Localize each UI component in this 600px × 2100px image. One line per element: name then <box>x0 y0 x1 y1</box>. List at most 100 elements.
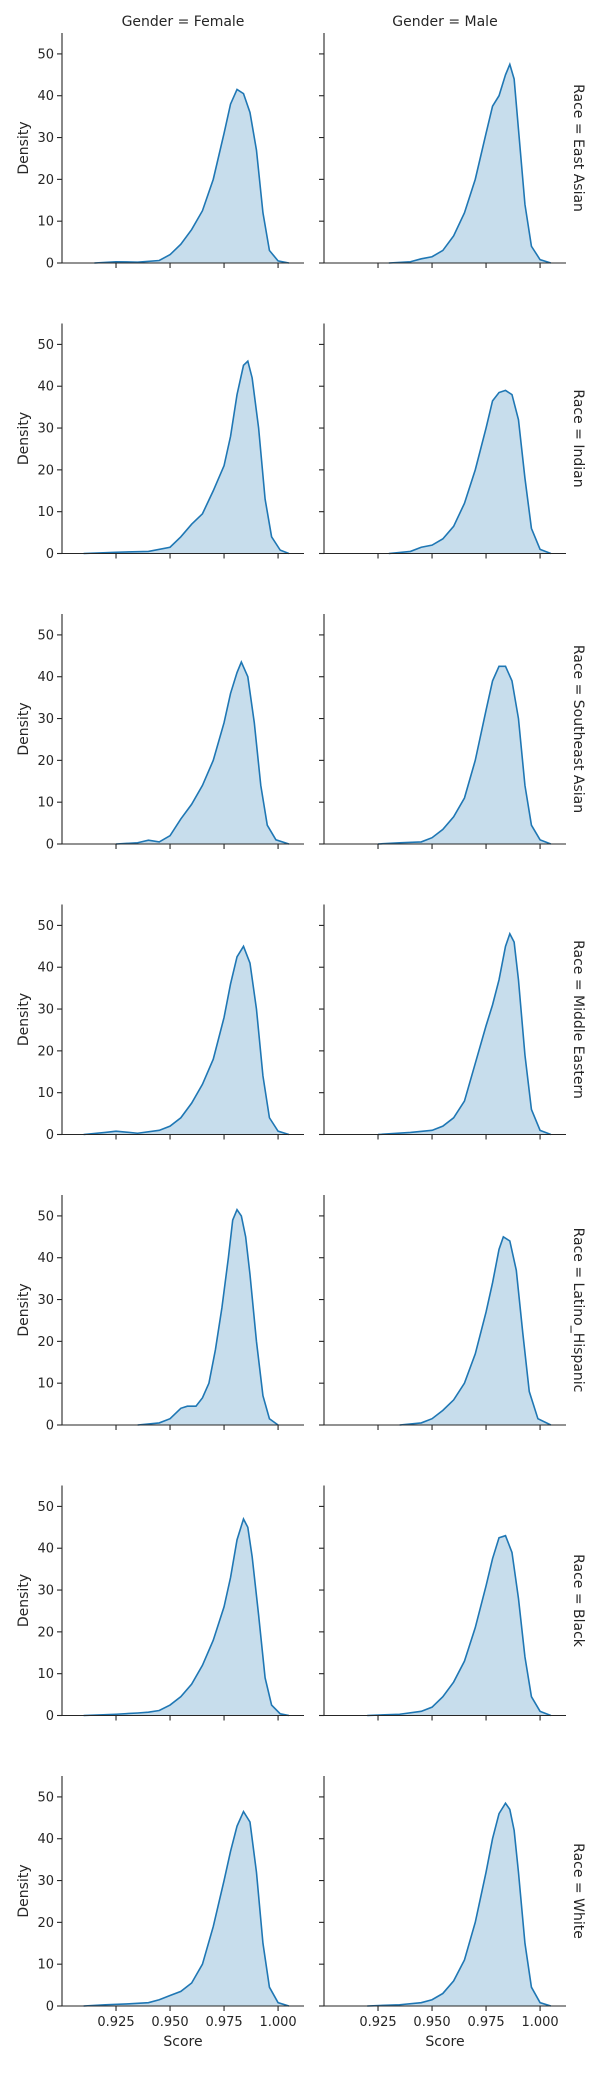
y-tick-label: 0 <box>46 1128 54 1143</box>
y-tick-label: 20 <box>37 1625 54 1640</box>
y-tick-label: 50 <box>37 628 54 643</box>
x-tick-label: 0.975 <box>467 2015 504 2030</box>
x-tick-label: 0.950 <box>413 2015 450 2030</box>
y-tick-label: 0 <box>46 547 54 562</box>
y-tick-label: 30 <box>37 1874 54 1889</box>
y-tick-label: 40 <box>37 1251 54 1266</box>
y-tick-label: 50 <box>37 1790 54 1805</box>
density-line <box>83 1809 290 2007</box>
density-line <box>83 1516 290 1717</box>
y-axis-label: Density <box>16 1574 32 1627</box>
y-tick-label: 10 <box>37 1958 54 1973</box>
x-axis-label: Score <box>425 2034 464 2050</box>
density-line <box>137 1207 279 1426</box>
density-line <box>115 660 290 845</box>
density-line <box>377 931 552 1136</box>
y-axis-label: Density <box>16 993 32 1046</box>
density-area <box>378 666 551 844</box>
y-tick-label: 20 <box>37 1335 54 1350</box>
facet-panel <box>57 614 304 849</box>
column-title: Gender = Female <box>122 14 245 30</box>
y-tick-label: 30 <box>37 712 54 727</box>
y-axis-label: Density <box>16 121 32 174</box>
density-line <box>377 665 552 845</box>
density-area <box>83 1518 289 1716</box>
y-tick-label: 40 <box>37 1832 54 1847</box>
y-tick-label: 10 <box>37 1667 54 1682</box>
column-title: Gender = Male <box>392 14 497 30</box>
density-area <box>388 64 551 263</box>
y-tick-label: 0 <box>46 1709 54 1724</box>
facet-panel <box>319 904 566 1140</box>
y-axis-label: Density <box>16 1283 32 1336</box>
facet-panel <box>319 323 566 559</box>
facet-panel <box>319 614 566 849</box>
density-line <box>367 1534 552 1717</box>
y-tick-label: 40 <box>37 89 54 104</box>
y-tick-label: 10 <box>37 215 54 230</box>
density-area <box>83 946 289 1135</box>
y-tick-label: 20 <box>37 1044 54 1059</box>
y-tick-label: 30 <box>37 1293 54 1308</box>
row-title: Race = Indian <box>570 389 586 487</box>
x-tick-label: 0.925 <box>97 2015 134 2030</box>
density-line <box>94 88 290 264</box>
density-line <box>388 61 552 264</box>
density-line <box>83 944 290 1136</box>
y-tick-label: 20 <box>37 754 54 769</box>
y-axis-label: Density <box>16 702 32 755</box>
row-title: Race = Southeast Asian <box>570 645 586 813</box>
y-tick-label: 50 <box>37 919 54 934</box>
y-tick-label: 20 <box>37 173 54 188</box>
density-line <box>367 1801 552 2007</box>
y-tick-label: 20 <box>37 463 54 478</box>
density-line <box>388 389 552 555</box>
density-area <box>388 390 551 554</box>
density-area <box>367 1535 551 1716</box>
facet-panel <box>319 33 566 268</box>
density-area <box>378 933 551 1135</box>
y-tick-label: 10 <box>37 796 54 811</box>
y-tick-label: 30 <box>37 131 54 146</box>
facet-panel <box>57 1776 304 2011</box>
y-tick-label: 10 <box>37 1377 54 1392</box>
y-tick-label: 40 <box>37 1542 54 1557</box>
x-axis-label: Score <box>163 2034 202 2050</box>
y-tick-label: 50 <box>37 1500 54 1515</box>
density-area <box>399 1236 551 1425</box>
row-title: Race = White <box>570 1843 586 1939</box>
density-area <box>83 361 289 554</box>
y-tick-label: 0 <box>46 838 54 853</box>
y-axis-label: Density <box>16 412 32 465</box>
x-tick-label: 1.000 <box>259 2015 296 2030</box>
density-area <box>94 89 289 263</box>
y-tick-label: 50 <box>37 47 54 62</box>
y-tick-label: 40 <box>37 670 54 685</box>
facet-panel <box>319 1195 566 1430</box>
y-axis-label: Density <box>16 1864 32 1917</box>
row-title: Race = East Asian <box>570 84 586 212</box>
facet-panel <box>57 1485 304 1721</box>
y-tick-label: 0 <box>46 1419 54 1434</box>
y-tick-label: 10 <box>37 1086 54 1101</box>
density-area <box>116 662 289 844</box>
density-line <box>83 359 290 555</box>
row-title: Race = Latino_Hispanic <box>570 1228 586 1393</box>
facet-panel <box>57 1195 304 1430</box>
facet-panel <box>57 33 304 268</box>
facet-panel <box>57 323 304 559</box>
density-line <box>399 1235 552 1426</box>
y-tick-label: 30 <box>37 1003 54 1018</box>
row-title: Race = Middle Eastern <box>570 940 586 1099</box>
facet-panel <box>319 1485 566 1721</box>
density-area <box>83 1811 289 2006</box>
x-tick-label: 1.000 <box>521 2015 558 2030</box>
y-tick-label: 0 <box>46 257 54 272</box>
y-tick-label: 50 <box>37 338 54 353</box>
x-tick-label: 0.950 <box>151 2015 188 2030</box>
row-title: Race = Black <box>570 1554 586 1648</box>
y-tick-label: 30 <box>37 422 54 437</box>
y-tick-label: 50 <box>37 1209 54 1224</box>
y-tick-label: 30 <box>37 1584 54 1599</box>
y-tick-label: 40 <box>37 961 54 976</box>
